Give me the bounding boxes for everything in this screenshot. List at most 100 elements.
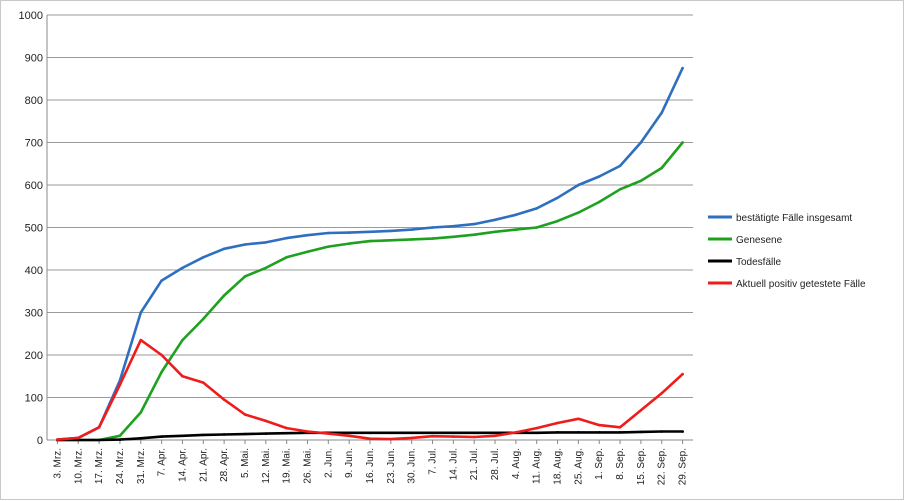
x-tick-label: 28. Jul. [490, 448, 501, 480]
data-point [556, 431, 559, 434]
data-point [139, 311, 143, 314]
x-tick-label: 16. Jun. [365, 448, 376, 484]
x-tick-label: 9. Jun. [344, 448, 355, 478]
data-point [264, 419, 268, 423]
x-tick-label: 31. Mrz. [136, 448, 147, 484]
data-point [222, 398, 226, 401]
x-axis-tick-labels: 3. Mrz. 10. Mrz. 17. Mrz. 24. Mrz. 31. Mrz. 7… [52, 448, 688, 485]
legend-label: Genesene [736, 235, 783, 246]
data-point [514, 431, 518, 434]
data-point [327, 245, 330, 248]
data-point [577, 211, 580, 214]
data-point [181, 374, 184, 378]
data-point [618, 431, 622, 434]
data-point [222, 247, 226, 251]
data-point [181, 266, 184, 270]
data-point [368, 437, 372, 441]
data-point [410, 436, 413, 440]
data-point [347, 434, 351, 438]
data-point [660, 391, 664, 395]
data-point [118, 383, 122, 387]
data-point [97, 438, 101, 442]
series-line [56, 66, 684, 441]
x-tick-label: 23. Jun. [386, 448, 397, 484]
data-point [597, 175, 601, 178]
data-point [347, 431, 351, 435]
data-point [306, 250, 309, 254]
data-point [618, 187, 622, 191]
data-point [681, 66, 684, 70]
data-point [556, 421, 559, 425]
x-tick-label: 15. Sep. [636, 448, 647, 485]
y-tick-label: 0 [37, 435, 43, 447]
x-tick-label: 2. Jun. [323, 448, 334, 478]
data-point [201, 381, 205, 384]
data-point [660, 430, 664, 433]
data-point [431, 226, 434, 229]
y-axis-tick-labels: 0 100 200 300 400 500 600 700 800 900 1000 [19, 10, 43, 447]
y-tick-label: 200 [25, 350, 43, 362]
x-tick-label: 14. Apr. [177, 448, 188, 482]
x-tick-label: 28. Apr. [219, 448, 230, 482]
data-point [535, 207, 539, 210]
y-tick-label: 1000 [19, 10, 43, 22]
series-lines [56, 66, 684, 442]
y-tick-label: 700 [25, 138, 43, 150]
data-point [201, 433, 205, 437]
x-tick-label: 11. Aug. [532, 448, 543, 484]
data-point [618, 164, 622, 168]
data-point [243, 413, 247, 416]
x-tick-label: 24. Mrz. [115, 448, 126, 484]
data-point [472, 222, 476, 226]
legend-label: bestätigte Fälle insgesamt [736, 213, 852, 224]
data-point [389, 229, 393, 233]
data-point [389, 437, 393, 441]
x-tick-label: 4. Aug. [511, 448, 522, 479]
data-point [472, 233, 476, 237]
data-point [76, 438, 80, 442]
data-point [577, 417, 580, 421]
x-tick-label: 30. Jun. [407, 448, 418, 484]
data-point [306, 233, 309, 237]
data-point [597, 200, 601, 204]
x-tick-label: 7. Apr. [157, 448, 168, 476]
x-tick-label: 17. Mrz. [94, 448, 105, 484]
y-tick-label: 500 [25, 223, 43, 235]
data-point [514, 213, 518, 217]
data-point [347, 242, 351, 245]
x-tick-label: 1. Sep. [594, 448, 605, 480]
series-line [56, 141, 684, 442]
y-tick-label: 900 [25, 53, 43, 65]
data-point [327, 231, 330, 235]
data-point [160, 279, 163, 282]
data-point [389, 238, 393, 242]
data-point [660, 166, 664, 170]
x-tick-label: 18. Aug. [553, 448, 564, 485]
data-point [493, 230, 497, 234]
x-tick-label: 5. Mai. [240, 448, 251, 478]
y-tick-label: 400 [25, 265, 43, 277]
data-point [410, 228, 413, 231]
data-point [410, 238, 413, 241]
x-tick-label: 8. Sep. [615, 448, 626, 480]
y-tick-label: 800 [25, 95, 43, 107]
data-point [452, 435, 455, 438]
data-point [243, 275, 247, 278]
y-tick-label: 100 [25, 393, 43, 405]
x-tick-label: 3. Mrz. [52, 448, 63, 479]
data-point [639, 430, 643, 434]
data-point [139, 411, 143, 414]
data-point [368, 239, 372, 243]
data-point [201, 317, 205, 321]
x-tick-label: 25. Aug. [573, 448, 584, 485]
data-point [681, 372, 684, 376]
data-point [639, 179, 643, 183]
data-point [660, 111, 664, 115]
y-tick-label: 600 [25, 180, 43, 192]
x-tick-label: 12. Mai. [261, 448, 272, 484]
data-point [431, 434, 434, 438]
data-point [368, 230, 372, 234]
x-tick-label: 29. Sep. [678, 448, 689, 485]
data-point [243, 432, 247, 436]
data-point [76, 436, 80, 440]
